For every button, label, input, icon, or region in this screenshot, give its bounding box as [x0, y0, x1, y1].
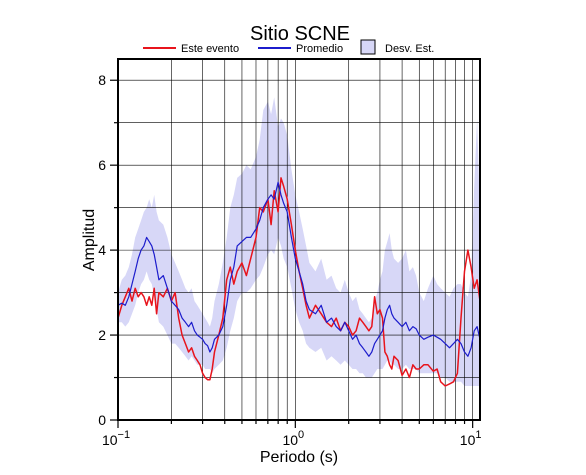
y-tick-label: 8 — [98, 72, 106, 88]
y-tick-label: 2 — [98, 327, 106, 343]
x-tick-label: 100 — [282, 429, 304, 448]
legend-label-este-evento: Este evento — [181, 43, 239, 55]
y-tick-label: 6 — [98, 157, 106, 173]
legend-label-desv-est: Desv. Est. — [385, 43, 434, 55]
legend-label-promedio: Promedio — [296, 43, 343, 55]
legend-swatch-desv-est — [360, 39, 376, 55]
y-tick-label: 4 — [98, 242, 106, 258]
axis-ticks — [110, 79, 474, 428]
std-dev-band — [118, 97, 480, 386]
plot-frame — [117, 58, 481, 421]
y-tick-labels: 0 2 4 6 8 — [98, 72, 106, 428]
chart-legend: Este evento Promedio Desv. Est. — [143, 39, 434, 55]
series-line-este-evento — [117, 177, 481, 387]
series-line-promedio — [117, 181, 481, 357]
x-tick-labels: 10−1 100 101 — [102, 429, 482, 448]
x-axis-label: Periodo (s) — [260, 449, 338, 466]
chart-title: Sitio SCNE — [250, 23, 350, 45]
y-axis-label: Amplitud — [81, 209, 98, 271]
y-tick-label: 0 — [98, 412, 106, 428]
grid-lines — [118, 59, 480, 420]
x-tick-label: 10−1 — [102, 429, 130, 448]
x-tick-label: 101 — [460, 429, 482, 448]
